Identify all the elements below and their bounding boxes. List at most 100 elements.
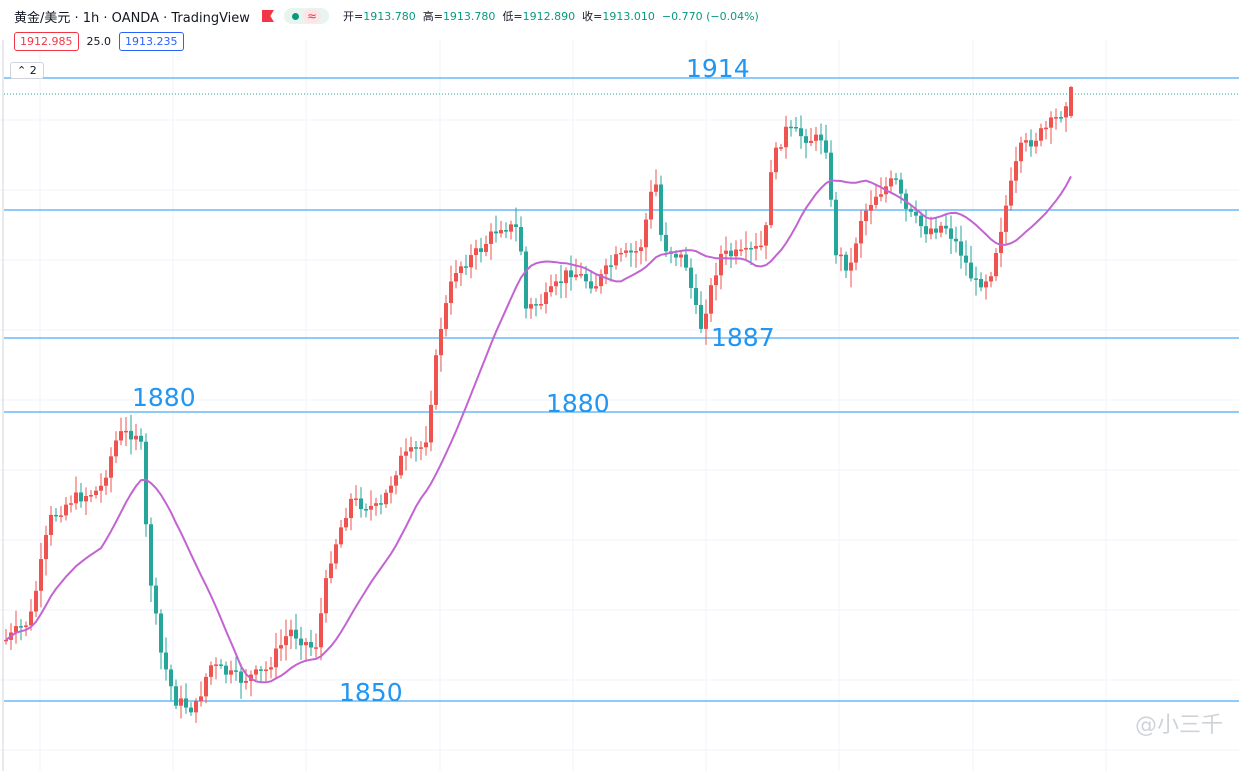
candle-body — [1064, 106, 1068, 118]
indicator-toggle[interactable]: ⌃ 2 — [10, 62, 44, 79]
candle-body — [434, 355, 438, 405]
candle-body — [719, 253, 723, 276]
candle-body — [34, 590, 38, 612]
candle-body — [709, 285, 713, 314]
candle-body — [679, 254, 683, 258]
candle-body — [979, 278, 983, 288]
candle-body — [774, 147, 778, 173]
candle-body — [314, 647, 318, 649]
candle-body — [354, 498, 358, 500]
candle-body — [714, 275, 718, 286]
candle-body — [179, 698, 183, 706]
candle-body — [1014, 161, 1018, 181]
candle-body — [49, 514, 53, 535]
candle-body — [199, 696, 203, 702]
candle-body — [464, 266, 468, 268]
candle-body — [519, 226, 523, 252]
candle-body — [24, 625, 28, 627]
candle-body — [389, 485, 393, 493]
candle-body — [74, 492, 78, 504]
candle-body — [604, 265, 608, 275]
candle-body — [194, 701, 198, 713]
candle-body — [294, 629, 298, 639]
candle-body — [369, 505, 373, 510]
candle-body — [84, 496, 88, 502]
candle-body — [4, 639, 8, 642]
candle-body — [399, 455, 403, 476]
market-status-pill[interactable]: ≈ — [283, 8, 329, 24]
candle-body — [19, 626, 23, 628]
candle-body — [899, 179, 903, 194]
candle-body — [189, 707, 193, 713]
candle-body — [364, 509, 368, 511]
candle-body — [654, 184, 658, 192]
candle-body — [914, 211, 918, 216]
candle-body — [749, 247, 753, 250]
candle-body — [334, 544, 338, 564]
ohlc-high: 1913.780 — [442, 10, 496, 23]
candle-body — [1024, 140, 1028, 143]
candle-body — [1054, 117, 1058, 119]
candle-body — [149, 524, 153, 586]
candle-body — [759, 245, 763, 248]
candle-body — [484, 243, 488, 252]
candle-body — [834, 199, 838, 256]
candle-body — [134, 435, 138, 440]
candle-body — [954, 238, 958, 242]
candle-body — [54, 514, 58, 517]
candle-body — [494, 231, 498, 234]
candle-body — [949, 228, 953, 239]
candle-body — [444, 303, 448, 329]
moving-average-line — [5, 175, 1072, 684]
candle-body — [574, 274, 578, 278]
candle-body — [29, 611, 33, 626]
candle-body — [109, 456, 113, 478]
candle-body — [344, 518, 348, 528]
candle-body — [594, 286, 598, 289]
candle-body — [924, 226, 928, 235]
candle-body — [634, 251, 638, 253]
candle-body — [814, 134, 818, 141]
symbol-title[interactable]: 黄金/美元 · 1h · OANDA · TradingView — [14, 10, 250, 26]
indicator-count: 2 — [29, 64, 37, 77]
candle-body — [599, 274, 603, 287]
candle-body — [259, 669, 263, 671]
candle-body — [414, 447, 418, 449]
candle-body — [224, 665, 228, 675]
sell-price-button[interactable]: 1912.985 — [14, 32, 79, 51]
candle-body — [974, 278, 978, 280]
candle-body — [289, 629, 293, 637]
candle-body — [169, 669, 173, 687]
candle-body — [479, 248, 483, 252]
flag-icon[interactable] — [261, 10, 274, 22]
candle-body — [264, 669, 268, 672]
wave-icon: ≈ — [302, 9, 321, 23]
candle-body — [69, 503, 73, 505]
candle-body — [699, 304, 703, 329]
candle-body — [119, 431, 123, 441]
candle-body — [129, 430, 133, 440]
candle-body — [214, 664, 218, 666]
candle-body — [254, 669, 258, 675]
candle-body — [229, 670, 233, 675]
candle-body — [409, 447, 413, 452]
candle-body — [504, 230, 508, 232]
candle-body — [984, 281, 988, 288]
candle-body — [544, 292, 548, 305]
candle-body — [94, 490, 98, 496]
candle-body — [784, 126, 788, 148]
candle-body — [674, 253, 678, 258]
level-label-1850: 1850 — [339, 678, 403, 707]
candle-body — [509, 224, 513, 232]
candle-body — [889, 178, 893, 187]
candle-body — [299, 638, 303, 646]
candle-body — [859, 221, 863, 244]
candle-body — [944, 225, 948, 229]
candle-body — [79, 492, 83, 502]
buy-price-button[interactable]: 1913.235 — [119, 32, 184, 51]
candle-body — [474, 248, 478, 256]
candle-body — [769, 172, 773, 226]
candle-body — [139, 435, 143, 442]
level-label-1880-right: 1880 — [546, 389, 610, 418]
